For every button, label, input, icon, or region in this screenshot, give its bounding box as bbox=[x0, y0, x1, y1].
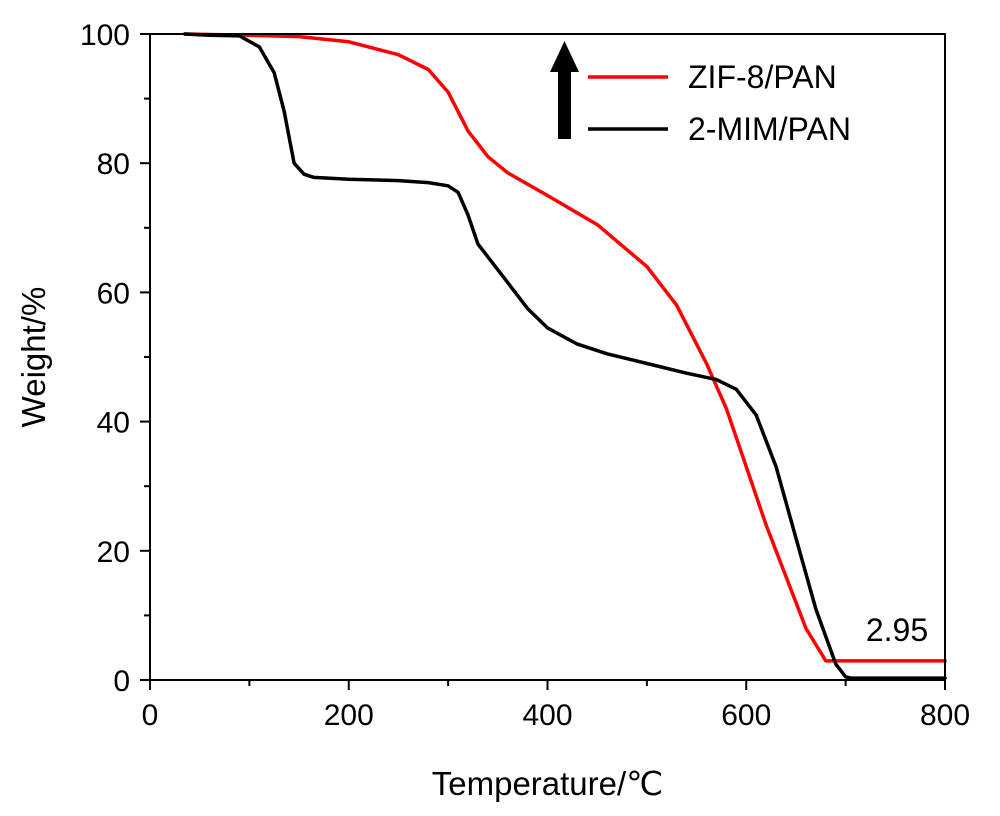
x-tick-label: 0 bbox=[142, 699, 159, 732]
y-tick-label: 0 bbox=[113, 665, 130, 698]
plot-area bbox=[183, 32, 947, 680]
x-tick-label: 800 bbox=[920, 699, 970, 732]
arrow-shaft bbox=[558, 68, 571, 139]
y-axis-title: Weight/% bbox=[15, 287, 52, 428]
legend-label-zif8-pan: ZIF-8/PAN bbox=[688, 59, 837, 95]
arrow-up-icon bbox=[550, 41, 579, 72]
y-tick-label: 40 bbox=[97, 407, 130, 440]
x-tick-label: 400 bbox=[522, 699, 572, 732]
x-axis-title: Temperature/℃ bbox=[432, 765, 663, 802]
x-tick-label: 600 bbox=[721, 699, 771, 732]
y-tick-label: 60 bbox=[97, 277, 130, 310]
legend-label-2mim-pan: 2-MIM/PAN bbox=[688, 111, 851, 147]
x-tick-label: 200 bbox=[324, 699, 374, 732]
legend: ZIF-8/PAN 2-MIM/PAN bbox=[550, 41, 851, 147]
residue-annotation: 2.95 bbox=[866, 612, 928, 648]
y-tick-label: 20 bbox=[97, 536, 130, 569]
y-tick-label: 80 bbox=[97, 148, 130, 181]
axes: 0 200 400 600 800 0 20 40 60 80 100 bbox=[80, 19, 970, 732]
series-line-2mim-pan bbox=[183, 32, 947, 680]
y-tick-label: 100 bbox=[80, 19, 130, 52]
series-line-zif8-pan bbox=[183, 32, 947, 663]
